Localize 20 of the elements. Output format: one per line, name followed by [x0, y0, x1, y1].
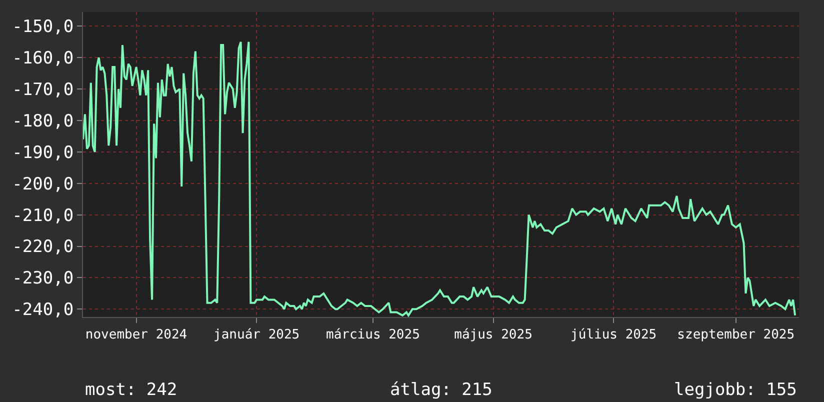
- y-tick-label: -240,0: [12, 300, 74, 320]
- y-tick-label: -190,0: [12, 142, 74, 163]
- x-tick-label: július 2025: [570, 328, 657, 343]
- y-tick-label: -210,0: [12, 206, 74, 226]
- text: most: 242: [85, 380, 178, 400]
- y-tick-label: -170,0: [12, 80, 74, 100]
- y-tick-label: -220,0: [12, 237, 74, 258]
- y-tick-label: -230,0: [12, 268, 74, 289]
- x-tick-label: május 2025: [454, 328, 532, 343]
- y-tick-label: -200,0: [12, 174, 74, 194]
- x-tick-label: november 2024: [85, 328, 188, 343]
- y-tick-label: -180,0: [12, 111, 74, 132]
- y-tick-label: -150,0: [12, 17, 74, 38]
- x-tick-label: szeptember 2025: [677, 328, 795, 343]
- text: legjobb: 155: [674, 380, 797, 400]
- x-tick-label: január 2025: [214, 328, 300, 343]
- text: átlag: 215: [390, 380, 492, 400]
- line-series: [83, 40, 796, 316]
- x-tick-label: március 2025: [326, 328, 420, 343]
- y-tick-label: -160,0: [12, 48, 74, 69]
